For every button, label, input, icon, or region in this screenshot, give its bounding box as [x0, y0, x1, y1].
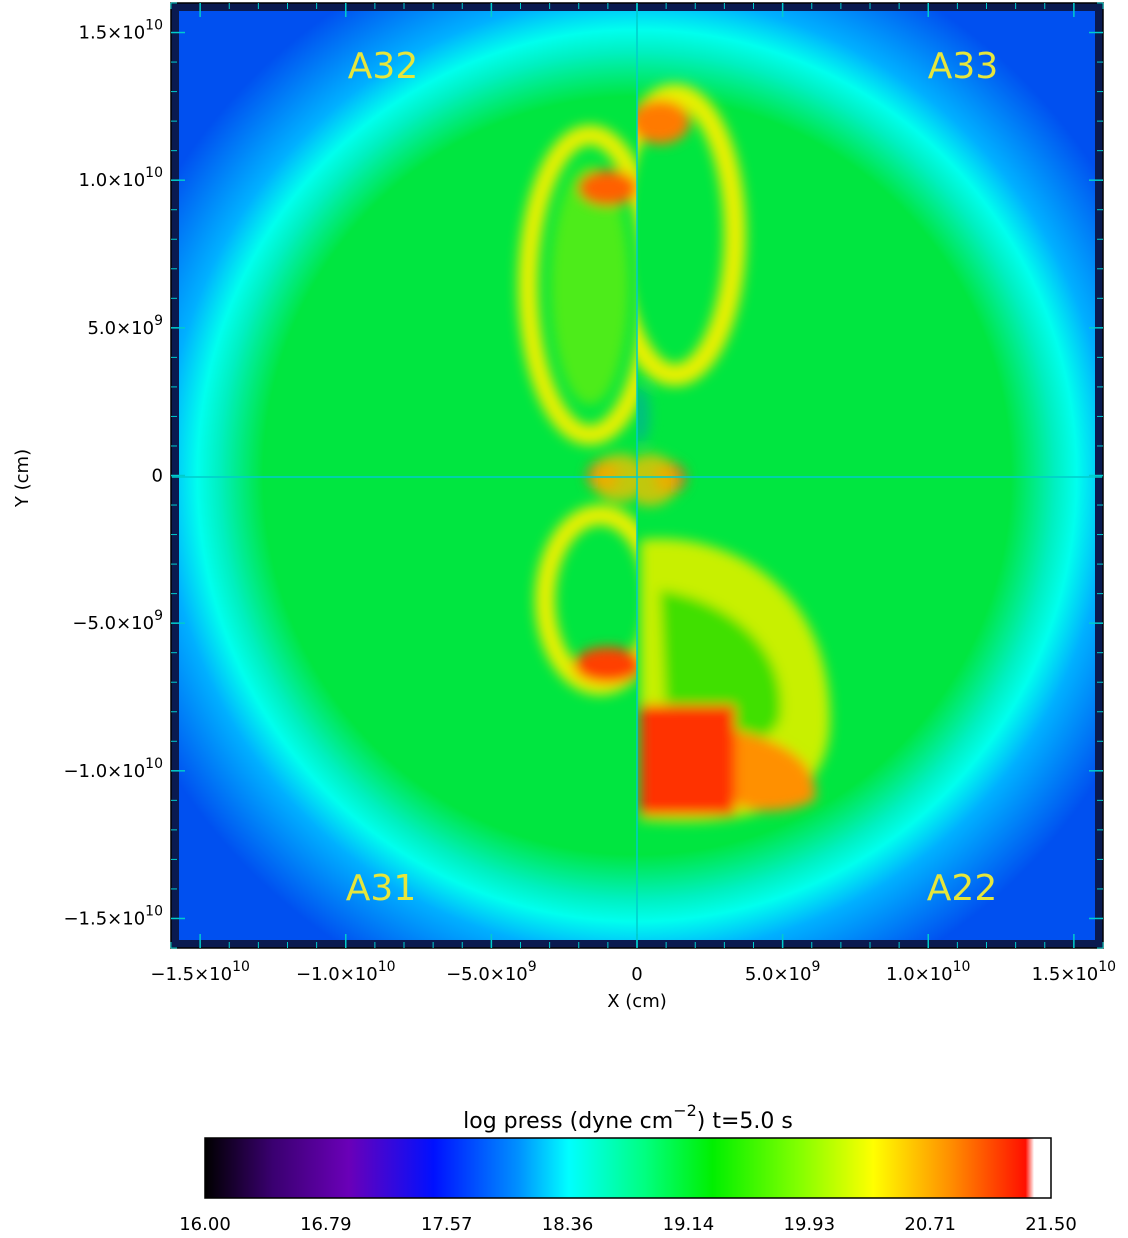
colorbar-title-suffix: ) t=5.0 s	[697, 1109, 793, 1134]
colorbar-tick-label: 21.50	[1025, 1214, 1077, 1235]
colorbar-gradient	[204, 1137, 1052, 1199]
colorbar: log press (dyne cm−2) t=5.0 s 16.00 16.79…	[179, 1101, 1077, 1235]
axis-ticks: −1.5×1010 −1.0×1010 −5.0×109 0 5.0×109 1.0×10…	[63, 2, 1116, 985]
x-tick-label: −1.0×1010	[296, 959, 396, 985]
colorbar-title: log press (dyne cm−2) t=5.0 s	[463, 1101, 793, 1134]
colorbar-tick-label: 19.93	[784, 1214, 836, 1235]
x-tick-label: −5.0×109	[446, 959, 537, 985]
colorbar-title-exp: −2	[673, 1101, 697, 1120]
x-axis-title: X (cm)	[607, 991, 667, 1012]
left-half-structures	[518, 125, 637, 695]
x-tick-label: −1.5×1010	[150, 959, 250, 985]
x-tick-label: 0	[631, 964, 642, 985]
y-tick-label: 1.5×1010	[79, 18, 163, 44]
colorbar-tick-label: 18.36	[542, 1214, 594, 1235]
y-tick-label: 1.0×1010	[79, 165, 163, 191]
colorbar-tick-label: 16.79	[300, 1214, 352, 1235]
colorbar-tick-label: 16.00	[179, 1214, 231, 1235]
y-tick-label: −1.0×1010	[63, 756, 163, 782]
colorbar-tick-label: 19.14	[663, 1214, 715, 1235]
quadrant-label-top-right: A33	[928, 46, 998, 87]
heatmap-field: A32 A33 A31 A22	[171, 3, 1103, 948]
y-axis-title: Y (cm)	[12, 449, 33, 508]
quadrant-label-bottom-right: A22	[927, 868, 997, 909]
colorbar-title-main: log press (dyne cm	[463, 1109, 673, 1134]
y-tick-label: 5.0×109	[87, 313, 163, 339]
y-tick-label: −1.5×1010	[63, 903, 163, 929]
quadrant-label-bottom-left: A31	[346, 868, 416, 909]
right-half-structures	[637, 84, 830, 822]
x-tick-label: 1.0×1010	[886, 959, 970, 985]
colorbar-tick-label: 20.71	[904, 1214, 956, 1235]
colorbar-ticks: 16.00 16.79 17.57 18.36 19.14 19.93 20.71 21.50	[179, 1214, 1077, 1235]
y-tick-label: −5.0×109	[72, 608, 163, 634]
x-tick-label: 1.5×1010	[1032, 959, 1116, 985]
y-tick-label: 0	[152, 466, 163, 487]
colorbar-tick-label: 17.57	[421, 1214, 473, 1235]
x-tick-label: 5.0×109	[745, 959, 821, 985]
quadrant-label-top-left: A32	[348, 46, 418, 87]
